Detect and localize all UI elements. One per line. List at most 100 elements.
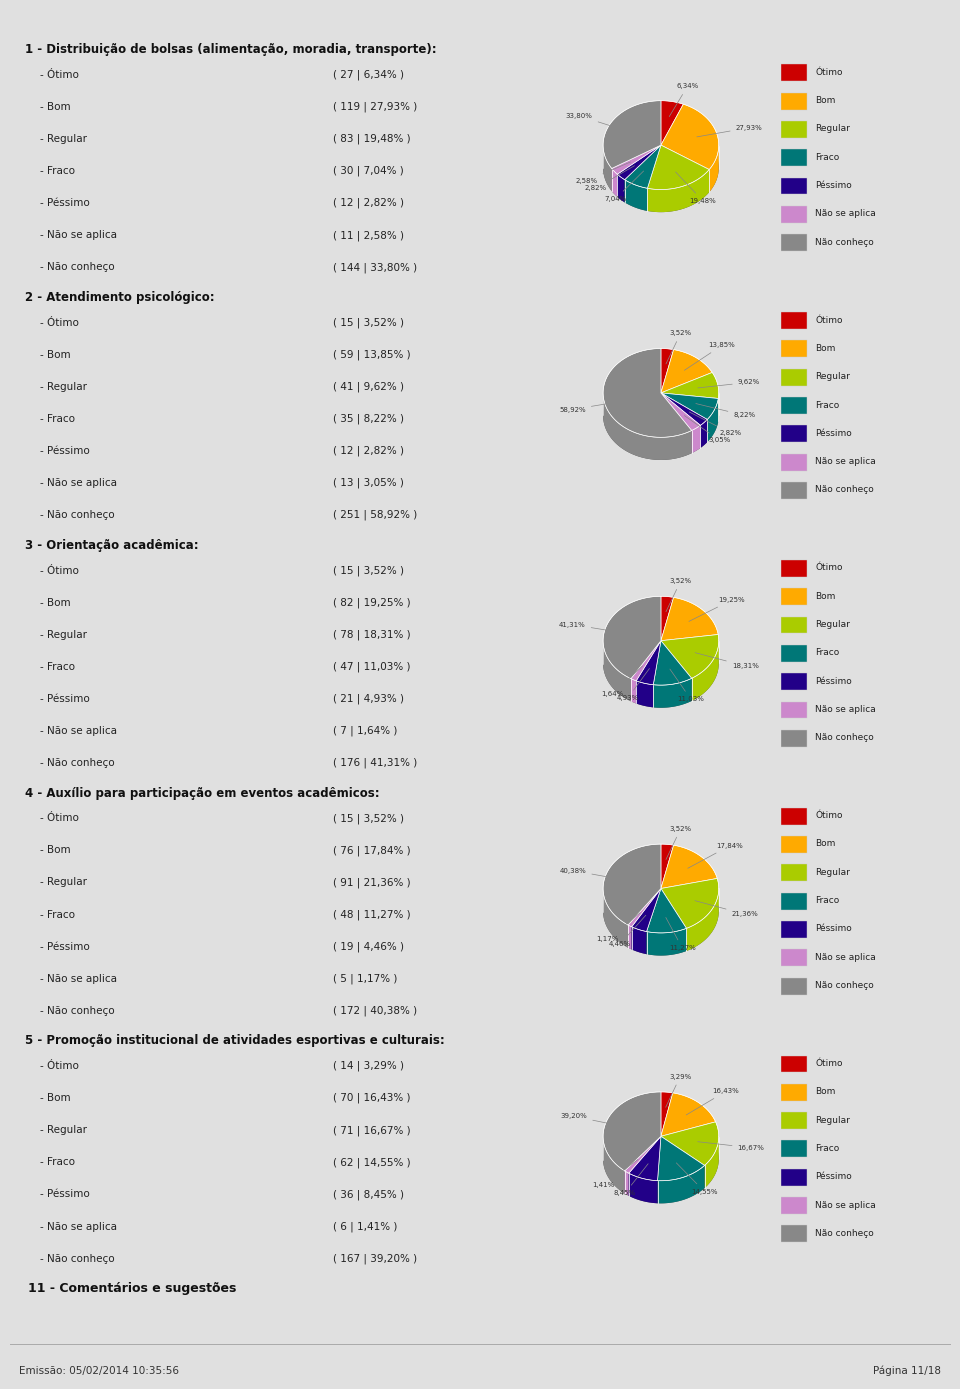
Text: - Não se aplica: - Não se aplica: [40, 231, 117, 240]
Polygon shape: [660, 1093, 715, 1136]
Text: - Regular: - Regular: [40, 382, 87, 392]
Text: 7,04%: 7,04%: [604, 171, 643, 201]
Text: Bom: Bom: [815, 592, 835, 600]
Text: 13,85%: 13,85%: [684, 343, 735, 371]
Text: Regular: Regular: [815, 125, 850, 133]
Bar: [780, 729, 806, 747]
Bar: [780, 149, 806, 167]
Polygon shape: [629, 1174, 658, 1203]
Bar: [780, 560, 806, 576]
Text: Fraco: Fraco: [815, 153, 839, 161]
Bar: [780, 206, 806, 222]
Text: 3,52%: 3,52%: [666, 331, 691, 364]
Text: - Ótimo: - Ótimo: [40, 814, 80, 824]
Polygon shape: [617, 174, 625, 203]
Polygon shape: [603, 371, 719, 460]
Text: Fraco: Fraco: [815, 896, 839, 906]
Text: ( 82 | 19,25% ): ( 82 | 19,25% ): [333, 597, 411, 608]
Text: - Bom: - Bom: [40, 597, 71, 607]
Bar: [780, 674, 806, 690]
Text: Péssimo: Péssimo: [815, 676, 852, 686]
Text: Não conheço: Não conheço: [815, 1229, 874, 1238]
Text: ( 15 | 3,52% ): ( 15 | 3,52% ): [333, 565, 404, 576]
Polygon shape: [625, 1171, 629, 1196]
Text: Ótimo: Ótimo: [815, 1058, 843, 1068]
Text: ( 47 | 11,03% ): ( 47 | 11,03% ): [333, 661, 411, 672]
Bar: [780, 313, 806, 329]
Polygon shape: [628, 889, 660, 926]
Polygon shape: [660, 393, 718, 419]
Text: - Regular: - Regular: [40, 1125, 87, 1135]
Text: ( 70 | 16,43% ): ( 70 | 16,43% ): [333, 1093, 411, 1103]
Text: - Não conheço: - Não conheço: [40, 1006, 115, 1015]
Text: - Não conheço: - Não conheço: [40, 510, 115, 521]
Text: Não conheço: Não conheço: [815, 733, 874, 742]
Text: Não conheço: Não conheço: [815, 238, 874, 247]
Text: Péssimo: Péssimo: [815, 429, 852, 438]
Text: - Ótimo: - Ótimo: [40, 565, 80, 575]
Text: ( 41 | 9,62% ): ( 41 | 9,62% ): [333, 382, 404, 392]
Polygon shape: [660, 372, 719, 399]
Text: Regular: Regular: [815, 619, 850, 629]
Bar: [780, 864, 806, 881]
Polygon shape: [709, 146, 719, 192]
Polygon shape: [625, 179, 647, 211]
Text: - Bom: - Bom: [40, 1093, 71, 1103]
Text: Regular: Regular: [815, 868, 850, 876]
Polygon shape: [708, 399, 718, 442]
Text: 33,80%: 33,80%: [565, 113, 628, 132]
Bar: [780, 1140, 806, 1157]
Bar: [780, 397, 806, 414]
Bar: [780, 1168, 806, 1186]
Text: ( 30 | 7,04% ): ( 30 | 7,04% ): [333, 165, 404, 176]
Text: ( 83 | 19,48% ): ( 83 | 19,48% ): [333, 133, 411, 144]
Text: Não se aplica: Não se aplica: [815, 953, 876, 961]
Bar: [780, 454, 806, 471]
Polygon shape: [603, 642, 631, 701]
Text: 16,43%: 16,43%: [686, 1089, 739, 1115]
Polygon shape: [603, 146, 612, 192]
Bar: [780, 1056, 806, 1072]
Polygon shape: [612, 144, 660, 174]
Text: 16,67%: 16,67%: [698, 1142, 764, 1150]
Bar: [780, 178, 806, 194]
Text: ( 15 | 3,52% ): ( 15 | 3,52% ): [333, 813, 404, 824]
Text: - Não se aplica: - Não se aplica: [40, 1221, 117, 1232]
Bar: [780, 836, 806, 853]
Text: ( 7 | 1,64% ): ( 7 | 1,64% ): [333, 725, 397, 736]
Polygon shape: [603, 349, 691, 438]
Polygon shape: [603, 1138, 625, 1193]
Bar: [780, 949, 806, 967]
Text: Ótimo: Ótimo: [815, 811, 843, 820]
Polygon shape: [660, 349, 674, 393]
Polygon shape: [603, 1092, 660, 1171]
Polygon shape: [647, 144, 709, 189]
Bar: [780, 482, 806, 499]
Text: 5 - Promoção institucional de atividades esportivas e culturais:: 5 - Promoção institucional de atividades…: [25, 1035, 444, 1047]
Polygon shape: [660, 1122, 719, 1165]
Text: - Ótimo: - Ótimo: [40, 69, 80, 81]
Polygon shape: [631, 640, 660, 681]
Text: ( 36 | 8,45% ): ( 36 | 8,45% ): [333, 1189, 404, 1200]
Polygon shape: [660, 393, 701, 431]
Polygon shape: [603, 867, 719, 956]
Text: Fraco: Fraco: [815, 649, 839, 657]
Text: ( 15 | 3,52% ): ( 15 | 3,52% ): [333, 318, 404, 328]
Text: Péssimo: Péssimo: [815, 925, 852, 933]
Polygon shape: [625, 1136, 660, 1174]
Text: - Bom: - Bom: [40, 846, 71, 856]
Text: ( 119 | 27,93% ): ( 119 | 27,93% ): [333, 101, 418, 113]
Text: 11,03%: 11,03%: [670, 669, 705, 703]
Text: 11,27%: 11,27%: [666, 918, 696, 951]
Text: - Fraco: - Fraco: [40, 661, 76, 672]
Text: 4,93%: 4,93%: [616, 668, 649, 701]
Text: ( 12 | 2,82% ): ( 12 | 2,82% ): [333, 446, 404, 456]
Polygon shape: [658, 1136, 705, 1181]
Bar: [780, 808, 806, 825]
Text: - Péssimo: - Péssimo: [40, 942, 90, 951]
Text: - Não conheço: - Não conheço: [40, 263, 115, 272]
Polygon shape: [632, 926, 647, 954]
Bar: [780, 589, 806, 606]
Text: - Péssimo: - Péssimo: [40, 199, 90, 208]
Polygon shape: [691, 640, 719, 701]
